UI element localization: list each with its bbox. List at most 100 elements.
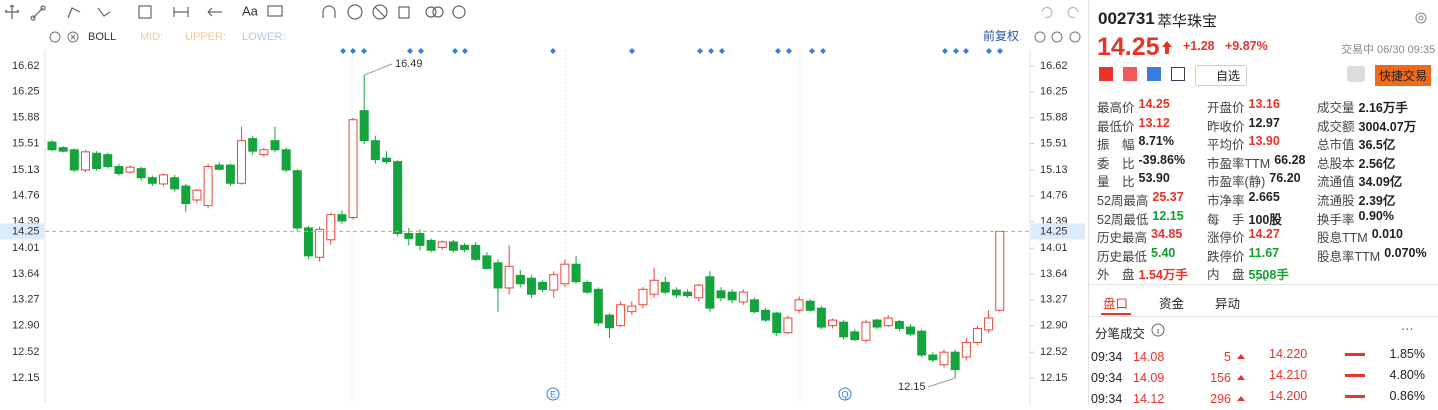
price: 14.25 — [1097, 33, 1160, 61]
candle-body — [582, 281, 592, 293]
candle-body — [749, 299, 759, 313]
stat: 流通股 2.39亿 — [1317, 190, 1395, 209]
candle-body — [370, 140, 380, 161]
stat-value: 8.71% — [1138, 134, 1174, 149]
stat-value: 5508手 — [1248, 268, 1289, 283]
candle-body — [549, 274, 559, 291]
stat-label: 总股本 — [1317, 156, 1355, 171]
toolbar-font[interactable]: Aa — [242, 3, 259, 18]
chart: Aa BOLL MID: UPPER: LOWER: 前复权 16.62 16.6… — [0, 3, 1085, 405]
candle-body — [303, 227, 313, 257]
stat-value: 2.56亿 — [1358, 156, 1396, 171]
collapse[interactable] — [1255, 274, 1267, 282]
stat-value: 25.37 — [1152, 190, 1184, 204]
stat: 流通值 34.09亿 — [1317, 171, 1402, 190]
candle-body — [638, 288, 648, 306]
stat: 每 手 100股 — [1207, 209, 1282, 228]
quote-panel: 002731 萃华珠宝 14.25 +1.28 +9.87% 交易中 06/30… — [1088, 0, 1438, 406]
watch-button[interactable]: 自选 — [1195, 65, 1248, 86]
stat-value: 36.5亿 — [1358, 138, 1396, 153]
stat: 最低价 13.12 — [1097, 116, 1170, 135]
divider — [1089, 284, 1438, 285]
candle-body — [181, 185, 191, 205]
stat: 总股本 2.56亿 — [1317, 153, 1395, 172]
indicator[interactable]: BOLL — [88, 31, 116, 43]
trade-time: 09:34 — [1091, 350, 1123, 364]
adjust-mode[interactable]: 前复权 — [983, 28, 1019, 43]
event-diamond — [997, 48, 1003, 54]
stat: 平均价 13.90 — [1207, 134, 1280, 153]
trade-arrow — [1237, 354, 1245, 359]
stat-label: 量 比 — [1097, 175, 1135, 190]
candle-body — [259, 149, 269, 156]
candle-body — [794, 299, 804, 311]
candle-body — [972, 327, 982, 343]
candle-body — [515, 274, 525, 285]
tag-icon[interactable] — [1171, 67, 1185, 81]
stat-value: 5.40 — [1151, 245, 1176, 260]
candle-body — [192, 189, 202, 201]
stat: 历史最高 34.85 — [1097, 227, 1182, 246]
tab[interactable]: 异动 — [1215, 297, 1241, 311]
candle-body — [404, 233, 414, 239]
candle-body — [214, 164, 224, 170]
candle-body — [393, 161, 403, 235]
trade-volume: 5 — [1224, 350, 1231, 364]
stat-label: 最低价 — [1097, 119, 1135, 134]
event-diamond — [953, 48, 959, 54]
tab[interactable]: 资金 — [1159, 297, 1185, 311]
trade-button[interactable]: 快捷交易 — [1375, 65, 1432, 86]
y-tick-label: 14.76 — [12, 190, 40, 202]
tag-icon[interactable] — [1123, 67, 1137, 81]
stat-label: 开盘价 — [1207, 101, 1245, 115]
candle-body — [872, 319, 882, 328]
stat-value: 100股 — [1248, 212, 1282, 227]
y-tick-label-right: 12.15 — [1040, 372, 1068, 384]
candle-body — [928, 354, 938, 361]
candle-body — [805, 300, 815, 311]
candle-body — [203, 166, 213, 207]
tag-icon[interactable] — [1099, 67, 1113, 81]
stat-value: 12.15 — [1152, 208, 1184, 223]
candle-body — [571, 263, 581, 283]
tag-icon[interactable] — [1147, 67, 1161, 81]
y-tick-label: 13.27 — [12, 294, 40, 306]
chart-controls[interactable] — [49, 31, 1081, 43]
more[interactable]: ⋯ — [1401, 322, 1414, 336]
book-bar — [1345, 395, 1365, 398]
y-tick-label: 14.01 — [12, 242, 40, 254]
candle-body — [270, 140, 280, 151]
stat-label: 振 幅 — [1097, 138, 1135, 153]
candle-body — [894, 320, 904, 329]
stat-label: 市净率 — [1207, 194, 1245, 208]
toolbar[interactable] — [4, 4, 1079, 21]
candle-body — [315, 228, 325, 258]
tab[interactable]: 盘口 — [1103, 297, 1129, 311]
max-label: 16.49 — [395, 58, 423, 70]
price-label-bg — [0, 223, 44, 240]
trade-price: 14.09 — [1133, 371, 1165, 385]
settings-icon[interactable] — [1413, 10, 1429, 26]
candle-body — [694, 284, 704, 299]
stat-value: 2.665 — [1248, 190, 1280, 204]
alert-button[interactable] — [1347, 66, 1365, 82]
stat-value: 53.90 — [1138, 171, 1170, 186]
trade-arrow — [1237, 396, 1245, 401]
candle-body — [47, 141, 57, 151]
y-tick-label-right: 16.25 — [1040, 86, 1068, 98]
candle-body — [382, 157, 391, 163]
candle-body — [828, 319, 837, 327]
candle-body — [839, 321, 849, 338]
stat-label: 最高价 — [1097, 101, 1135, 115]
info-icon[interactable] — [1151, 323, 1165, 337]
stat-value: 13.16 — [1248, 97, 1280, 111]
candle-body — [92, 152, 102, 170]
trade-price: 14.12 — [1133, 392, 1165, 406]
vertical-grid — [351, 50, 801, 405]
trade-volume: 296 — [1210, 392, 1231, 406]
stat-label: 昨收价 — [1207, 119, 1245, 134]
event-diamond — [775, 48, 781, 54]
stat-label: 52周最高 — [1097, 194, 1149, 208]
candle-body — [727, 291, 737, 301]
